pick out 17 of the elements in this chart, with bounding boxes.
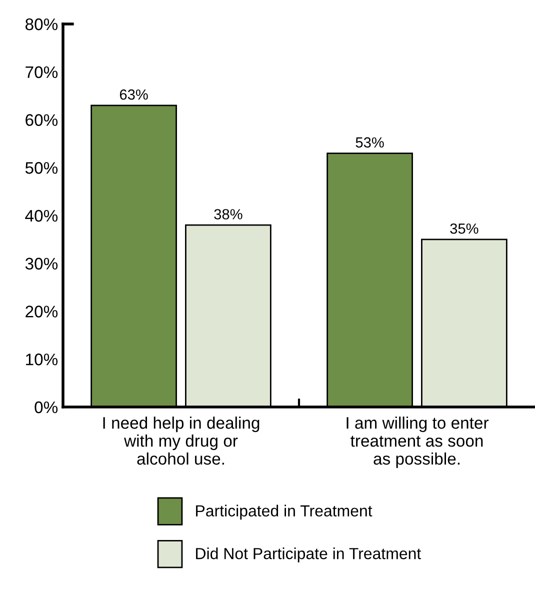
y-tick-label: 30% (25, 258, 58, 270)
y-tick-label: 10% (26, 354, 58, 366)
text: 63% (120, 89, 148, 100)
legend-label: Did Not Participate in Treatment (196, 547, 422, 562)
x-tick-label: I need help in dealing with my drug or alcohol use. (103, 416, 260, 465)
y-tick-label: 0% (34, 401, 58, 414)
text: 35% (450, 223, 478, 234)
legend-label: Participated in Treatment (196, 504, 372, 520)
y-tick-label: 50% (25, 162, 58, 174)
y-tick-label: 70% (26, 66, 58, 78)
y-tick-label: 40% (25, 210, 58, 222)
y-tick-label: 80% (26, 18, 58, 30)
x-tick-label: I am willing to enter treatment as soon as possible. (346, 416, 489, 468)
y-tick-label: 60% (26, 114, 58, 126)
text: 38% (214, 209, 242, 220)
text: 53% (356, 137, 384, 148)
y-tick-label: 20% (26, 306, 58, 318)
